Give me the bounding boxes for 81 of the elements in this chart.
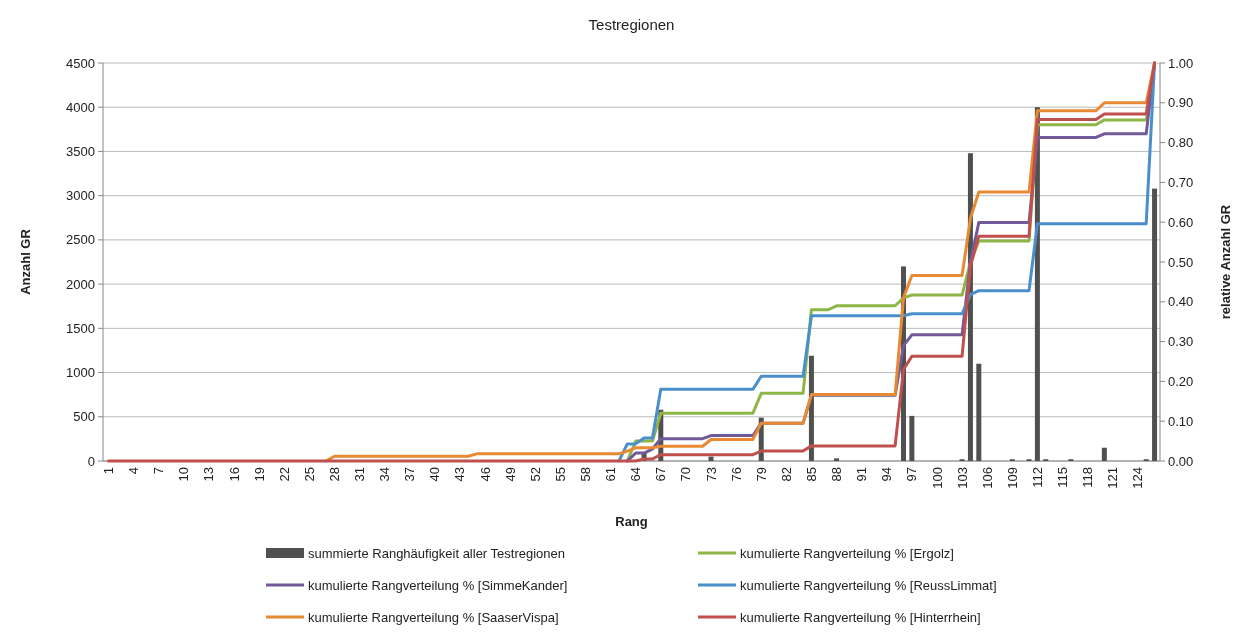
x-tick-label: 118 — [1080, 467, 1096, 488]
x-tick-label: 88 — [829, 467, 845, 482]
x-tick-label: 4 — [126, 467, 142, 475]
x-tick-label: 55 — [552, 467, 568, 482]
x-tick-label: 109 — [1004, 467, 1020, 489]
x-tick-label: 76 — [728, 467, 744, 482]
y2-tick-label: 0.10 — [1168, 413, 1194, 429]
legend-label: kumulierte Rangverteilung % [SimmeKander] — [308, 577, 568, 593]
legend-label: kumulierte Rangverteilung % [Ergolz] — [740, 545, 954, 561]
x-tick-label: 13 — [201, 467, 217, 482]
x-tick-label: 31 — [352, 467, 368, 482]
x-tick-label: 112 — [1029, 467, 1045, 488]
x-tick-label: 106 — [979, 467, 995, 489]
x-tick-label: 40 — [427, 467, 443, 482]
y-tick-label: 2000 — [66, 276, 95, 292]
x-tick-label: 37 — [402, 467, 418, 482]
y-tick-label: 500 — [73, 409, 95, 425]
x-tick-label: 67 — [653, 467, 669, 482]
x-tick-label: 58 — [578, 467, 594, 482]
x-tick-label: 115 — [1055, 467, 1071, 488]
x-tick-label: 97 — [904, 467, 920, 482]
y2-tick-label: 1.00 — [1168, 55, 1194, 71]
x-tick-label: 85 — [803, 467, 819, 482]
y2-tick-label: 0.60 — [1168, 214, 1194, 230]
bar — [1101, 447, 1107, 461]
legend-label: summierte Ranghäufigkeit aller Testregionen — [308, 545, 566, 561]
y-tick-label: 1500 — [66, 320, 95, 336]
x-tick-label: 73 — [703, 467, 719, 482]
x-tick-label: 19 — [251, 467, 267, 482]
x-tick-label: 79 — [753, 467, 769, 482]
x-tick-label: 1 — [100, 467, 116, 475]
x-tick-label: 7 — [151, 467, 167, 475]
x-tick-label: 22 — [276, 467, 292, 482]
x-tick-label: 61 — [603, 467, 619, 482]
x-tick-label: 121 — [1105, 467, 1121, 489]
x-axis-title: Rang — [615, 514, 648, 529]
y2-tick-label: 0.90 — [1168, 95, 1194, 111]
y-tick-label: 4500 — [66, 55, 95, 71]
y-axis-title: Anzahl GR — [18, 228, 33, 295]
x-tick-label: 124 — [1130, 467, 1146, 489]
legend-label: kumulierte Rangverteilung % [Hinterrhein] — [740, 609, 981, 625]
y-tick-label: 2500 — [66, 232, 95, 248]
x-tick-label: 16 — [226, 467, 242, 482]
bar — [808, 355, 814, 461]
x-tick-label: 46 — [477, 467, 493, 482]
y-tick-label: 0 — [87, 453, 95, 469]
x-tick-label: 34 — [377, 467, 393, 482]
bar — [976, 363, 982, 461]
y2-tick-label: 0.70 — [1168, 174, 1194, 190]
line-series — [106, 61, 1157, 463]
x-tick-label: 64 — [628, 467, 644, 482]
bar — [1152, 188, 1158, 461]
y-tick-label: 3000 — [66, 188, 95, 204]
x-tick-label: 94 — [879, 467, 895, 482]
bar — [834, 458, 840, 461]
y2-tick-label: 0.00 — [1168, 453, 1194, 469]
x-tick-label: 103 — [954, 467, 970, 489]
legend-label: kumulierte Rangverteilung % [SaaserVispa] — [308, 609, 559, 625]
chart-title: Testregionen — [588, 16, 675, 33]
x-tick-label: 10 — [176, 467, 192, 482]
y2-tick-label: 0.30 — [1168, 334, 1194, 350]
x-tick-label: 25 — [301, 467, 317, 482]
x-tick-label: 100 — [929, 467, 945, 489]
y2-tick-label: 0.80 — [1168, 135, 1194, 151]
y2-tick-label: 0.40 — [1168, 294, 1194, 310]
x-tick-label: 49 — [502, 467, 518, 482]
x-tick-label: 28 — [326, 467, 342, 482]
x-tick-label: 52 — [527, 467, 543, 482]
y2-tick-label: 0.20 — [1168, 373, 1194, 389]
y-tick-label: 4000 — [66, 99, 95, 115]
x-tick-label: 91 — [854, 467, 870, 482]
bar — [909, 415, 915, 461]
x-tick-label: 82 — [778, 467, 794, 482]
x-tick-label: 43 — [452, 467, 468, 482]
y-tick-label: 3500 — [66, 143, 95, 159]
x-tick-label: 70 — [678, 467, 694, 482]
y2-axis-title: relative Anzahl GR — [1218, 204, 1233, 320]
bar — [708, 456, 714, 461]
y-tick-label: 1000 — [66, 365, 95, 381]
legend-label: kumulierte Rangverteilung % [ReussLimmat] — [740, 577, 997, 593]
y2-tick-label: 0.50 — [1168, 254, 1194, 270]
